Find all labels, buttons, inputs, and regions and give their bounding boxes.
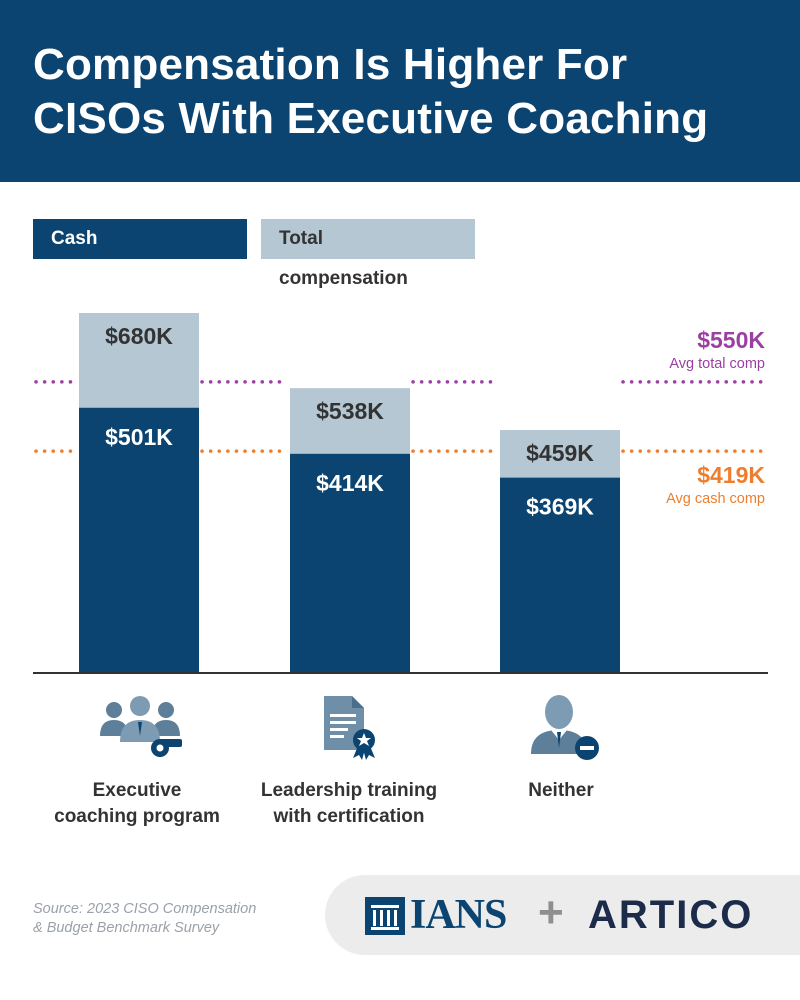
source-line-2: & Budget Benchmark Survey <box>33 920 220 936</box>
legend-total-compensation: Total compensation <box>261 219 475 289</box>
source-note: Source: 2023 CISO Compensation & Budget … <box>33 900 256 938</box>
category-label-executive-coaching: Executive coaching program <box>27 778 247 830</box>
legend-total-label: Total compensation <box>279 228 408 289</box>
avg-cash-caption: Avg cash comp <box>666 491 765 507</box>
cash-bar <box>79 407 199 673</box>
avg-total-value-label: $550K <box>697 327 765 353</box>
cash-value-label: $501K <box>105 424 173 450</box>
cash-bar <box>290 453 410 673</box>
title-line-2: CISOs With Executive Coaching <box>33 94 709 143</box>
ians-logo-text: IANS <box>410 892 507 938</box>
category-label-leadership-training: Leadership training with certification <box>239 778 459 830</box>
artico-logo-text: ARTICO <box>588 893 754 937</box>
avg-cash-value-label: $419K <box>697 462 765 488</box>
total-value-label: $538K <box>316 398 384 424</box>
team-whistle-icon <box>100 696 182 757</box>
page-title: Compensation Is Higher For CISOs With Ex… <box>33 38 708 146</box>
cash-value-label: $369K <box>526 494 594 520</box>
avg-total-caption: Avg total comp <box>669 356 765 372</box>
compensation-bar-chart: $680K $501K $538K $414K $459K $369K $550K Avg t… <box>33 313 768 674</box>
category-label-line: coaching program <box>54 806 220 827</box>
total-value-label: $680K <box>105 323 173 349</box>
cash-value-label: $414K <box>316 470 384 496</box>
ians-logo-mark <box>365 897 405 935</box>
legend-cash-compensation: Cash compensation <box>33 219 247 289</box>
certificate-document-icon <box>324 696 375 760</box>
category-label-line: Neither <box>528 780 594 801</box>
category-label-line: Leadership training <box>260 780 438 801</box>
title-line-1: Compensation Is Higher For <box>33 40 628 89</box>
category-label-neither: Neither <box>451 778 671 804</box>
legend-cash-label: Cash compensation <box>51 228 180 289</box>
total-value-label: $459K <box>526 440 594 466</box>
source-line-1: Source: 2023 CISO Compensation <box>33 901 257 917</box>
person-minus-icon <box>531 695 599 760</box>
header-banner: Compensation Is Higher For CISOs With Ex… <box>0 0 800 182</box>
category-label-line: Executive <box>92 780 182 801</box>
logo-plus: + <box>538 888 564 937</box>
cash-bar <box>500 477 620 673</box>
category-label-line: with certification <box>273 806 425 827</box>
